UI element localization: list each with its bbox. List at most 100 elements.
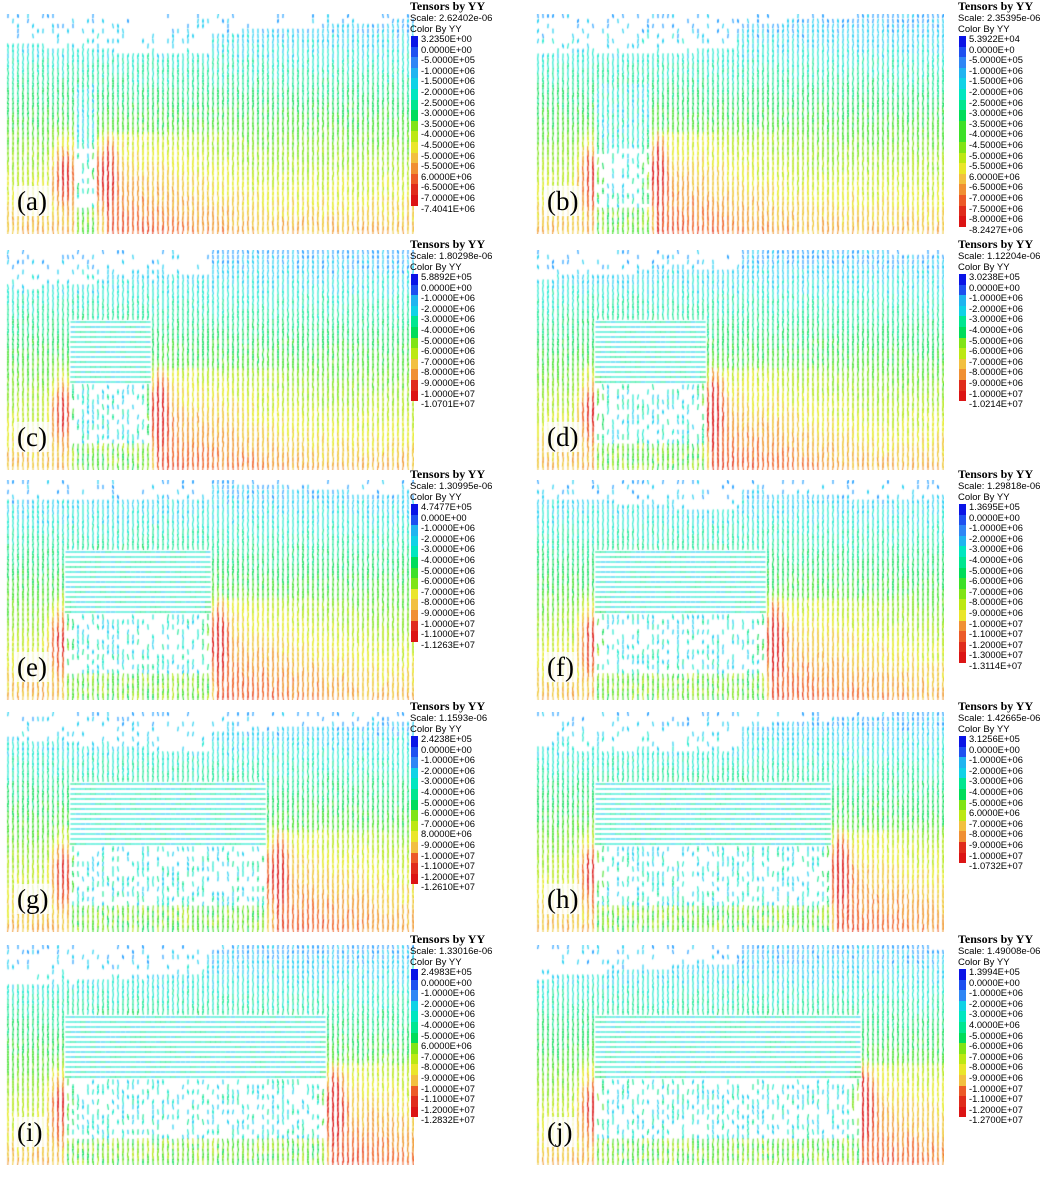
legend-swatch xyxy=(411,620,418,632)
legend-tick-label: -9.0000E+06 xyxy=(969,1071,1023,1083)
legend-swatch xyxy=(411,369,418,380)
legend-tick-label: 0.0000E+0 xyxy=(969,43,1015,55)
legend-color-bar xyxy=(959,504,966,663)
legend-swatch xyxy=(959,567,966,579)
legend-tick-label: 0.0000E+00 xyxy=(969,743,1020,755)
legend-swatch xyxy=(411,274,418,285)
legend-swatch xyxy=(959,1074,966,1086)
legend-tick-label: -8.0000E+06 xyxy=(969,828,1023,840)
legend-tick-label: 2.4983E+05 xyxy=(421,966,472,977)
legend-swatch xyxy=(959,525,966,536)
legend-swatch xyxy=(959,152,966,164)
legend-tick-label: -7.0000E+06 xyxy=(421,355,475,367)
legend-swatch xyxy=(411,1064,418,1075)
legend-swatch xyxy=(959,120,966,132)
legend-swatch xyxy=(411,525,418,536)
color-legend: Tensors by YY Scale: 2.35395e-06 Color By … xyxy=(958,0,1040,239)
legend-tick-label: -1.0000E+07 xyxy=(421,387,475,399)
legend-tick-label: 4.0000E+06 xyxy=(969,1018,1020,1030)
legend-swatch xyxy=(959,141,966,153)
legend-swatch xyxy=(411,120,418,132)
legend-color-by: Color By YY xyxy=(958,724,1010,735)
color-legend: Tensors by YY Scale: 1.49008e-06 Color By … xyxy=(958,933,1040,1130)
legend-tick-label: -9.0000E+06 xyxy=(969,606,1023,618)
legend-color-by: Color By YY xyxy=(958,262,1010,273)
panel-tag: (e) xyxy=(14,652,50,682)
legend-tick-label: -7.0000E+06 xyxy=(421,585,475,597)
legend-swatch xyxy=(959,348,966,359)
legend-swatch xyxy=(411,131,418,142)
legend-tick-label: -5.0000E+06 xyxy=(421,149,475,161)
legend-color-bar xyxy=(411,36,418,206)
legend-color-by: Color By YY xyxy=(410,492,462,503)
legend-tick-label: -1.2610E+07 xyxy=(421,881,475,893)
legend-scale: Scale: 1.12204e-06 xyxy=(958,251,1041,262)
legend-swatch xyxy=(411,588,418,600)
legend-tick-label: -3.0000E+06 xyxy=(421,543,475,555)
legend-tick-label: 0.000E+00 xyxy=(421,511,467,523)
legend-tick-label: -9.0000E+06 xyxy=(421,1071,475,1083)
legend-swatch xyxy=(411,820,418,832)
legend-swatch xyxy=(411,767,418,779)
legend-swatch xyxy=(411,348,418,359)
legend-tick-label: -4.0000E+06 xyxy=(421,1018,475,1030)
legend-title: Tensors by YY xyxy=(958,237,1034,251)
legend-swatch xyxy=(411,535,418,547)
legend-tick-label: -1.3114E+07 xyxy=(969,659,1023,671)
panel-tag: (g) xyxy=(14,884,52,914)
legend-swatch xyxy=(411,578,418,589)
tensor-field-plot xyxy=(536,14,944,234)
legend-swatch xyxy=(411,852,418,864)
legend-swatch xyxy=(411,194,418,206)
legend-swatch xyxy=(959,746,966,758)
legend-tick-label: 8.0000E+06 xyxy=(421,828,472,840)
legend-color-bar xyxy=(411,736,418,885)
legend-swatch xyxy=(959,57,966,68)
legend-tick-label: -2.0000E+06 xyxy=(421,85,475,97)
legend-swatch xyxy=(959,788,966,800)
legend-swatch xyxy=(411,284,418,296)
legend-tick-label: -1.0000E+06 xyxy=(421,292,475,304)
legend-swatch xyxy=(959,284,966,296)
legend-swatch xyxy=(411,514,418,526)
legend-tick-label: -5.0000E+06 xyxy=(969,796,1023,808)
legend-tick-label: -8.0000E+06 xyxy=(969,366,1023,378)
legend-swatch xyxy=(411,99,418,111)
legend-swatch xyxy=(959,578,966,589)
legend-tick-label: -1.0000E+06 xyxy=(969,522,1023,534)
legend-tick-label: -1.0214E+07 xyxy=(969,398,1023,410)
legend-tick-label: 3.0238E+05 xyxy=(969,271,1020,282)
legend-tick-label: -8.0000E+06 xyxy=(969,596,1023,608)
legend-title: Tensors by YY xyxy=(410,0,486,13)
legend-swatch xyxy=(959,852,966,864)
legend-tick-label: -8.0000E+06 xyxy=(421,596,475,608)
legend-swatch xyxy=(411,141,418,153)
legend-tick-label: -5.0000E+05 xyxy=(421,54,475,66)
color-legend: Tensors by YY Scale: 1.29818e-06 Color By … xyxy=(958,468,1040,676)
legend-swatch xyxy=(959,990,966,1001)
legend-tick-label: -5.5000E+06 xyxy=(421,160,475,172)
legend-tick-label: 3.2350E+00 xyxy=(421,33,472,44)
legend-tick-label: -4.0000E+06 xyxy=(421,785,475,797)
legend-tick-label: -2.5000E+06 xyxy=(969,96,1023,108)
legend-swatch xyxy=(959,274,966,285)
legend-swatch xyxy=(959,326,966,338)
legend-swatch xyxy=(411,1096,418,1107)
legend-swatch xyxy=(959,1032,966,1044)
legend-tick-label: -1.0000E+06 xyxy=(969,292,1023,304)
legend-swatch xyxy=(411,184,418,195)
legend-swatch xyxy=(411,36,418,47)
legend-swatch xyxy=(959,1011,966,1022)
legend-swatch xyxy=(959,979,966,991)
legend-swatch xyxy=(959,620,966,632)
legend-swatch xyxy=(959,46,966,58)
legend-color-bar xyxy=(411,969,418,1118)
legend-tick-label: 0.0000E+00 xyxy=(969,976,1020,988)
legend-swatch xyxy=(411,358,418,370)
legend-color-by: Color By YY xyxy=(410,957,462,968)
legend-tick-label: -1.0000E+06 xyxy=(421,754,475,766)
legend-swatch xyxy=(959,556,966,568)
legend-tick-label: 6.0000E+06 xyxy=(969,807,1020,819)
legend-tick-label: 6.0000E+06 xyxy=(421,170,472,182)
legend-tick-label: -8.0000E+06 xyxy=(969,213,1023,225)
